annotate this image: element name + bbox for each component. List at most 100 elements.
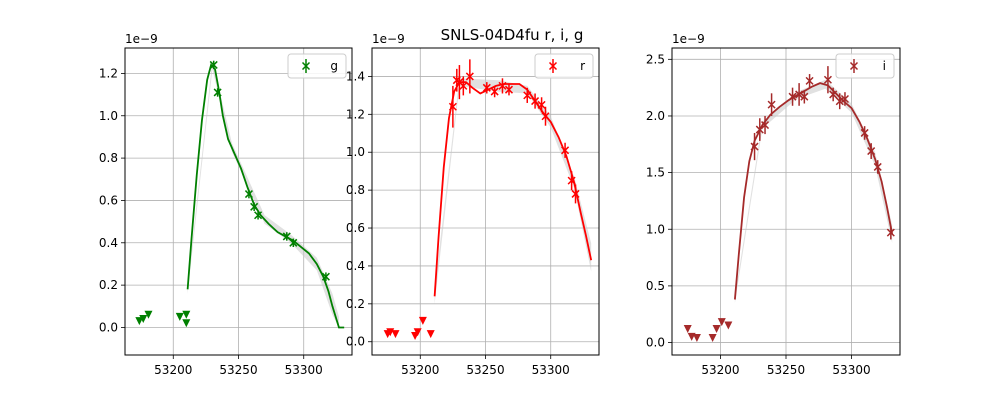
scale-offset-label: 1e−9 [372,32,405,46]
x-marker [561,146,570,155]
legend-label: r [580,59,585,73]
y-tick-label: 0.8 [346,183,365,197]
x-marker [750,142,759,151]
x-tick-label: 53250 [219,363,257,377]
y-tick-label: 0.2 [346,297,365,311]
x-marker [254,211,263,220]
data-point [840,92,849,106]
x-marker [860,128,869,137]
data-point [823,66,832,94]
gridlines [125,48,352,355]
x-tick-label: 53250 [767,363,805,377]
x-tick-label: 53200 [154,363,192,377]
x-marker [465,72,474,81]
x-marker [250,202,259,211]
x-marker [761,121,770,130]
x-marker [282,232,291,241]
x-marker [498,81,507,90]
y-tick-label: 0.4 [346,259,365,273]
y-tick-label: 1.0 [346,145,365,159]
x-marker [800,92,809,101]
data-point [482,82,491,94]
x-tick-label: 53250 [466,363,504,377]
x-marker [886,228,895,237]
legend: i [835,53,895,79]
data-point [788,87,797,106]
legend: r [534,53,594,79]
upper-limit-marker [708,334,717,343]
x-marker [321,272,330,281]
y-tick-label: 2.5 [646,52,665,66]
chart-title: SNLS-04D4fu r, i, g [441,26,584,44]
x-marker [541,112,550,121]
panel-i: 53200 53250 53300 0.0 0.5 1.0 1.5 2.0 2.5 1e−9 i [646,32,901,377]
x-marker [823,75,832,84]
upper-limit-marker [144,310,153,319]
upper-limit-marker [175,312,184,321]
x-tick-label: 53200 [701,363,739,377]
y-tick-label: 0.2 [99,278,118,292]
x-marker [448,102,457,111]
y-tick-label: 0.4 [99,236,118,250]
upper-limit-marker [413,328,422,337]
x-marker [289,238,298,247]
data-point [448,85,457,128]
legend-box [287,53,347,79]
y-tick-label: 0.5 [646,279,665,293]
x-marker [459,81,468,90]
data-point [504,84,514,96]
legend-label: i [883,59,886,73]
panel-g: 53200 53250 53300 0.0 0.2 0.4 0.6 0.8 1.0 1.2 1e−9… [99,32,353,377]
data-point [761,115,770,135]
x-marker [840,94,849,104]
x-tick-label: 53300 [832,363,870,377]
data-point [767,93,776,116]
data-point [321,272,330,281]
data-point [490,85,499,98]
data-point [886,225,895,240]
upper-limit-marker [139,315,148,324]
legend-box [534,53,594,79]
data-point [289,238,298,248]
uncertainty-band [734,79,893,303]
x-marker [835,97,844,106]
data-point [561,142,570,158]
data-point [567,171,576,191]
y-tick-label: 1.0 [99,109,118,123]
gridlines [672,48,900,355]
data-point [250,202,259,212]
y-tick-label: 0.0 [346,335,365,349]
uncertainty-band [187,60,339,328]
data-point [531,93,540,109]
scale-offset-label: 1e−9 [672,32,705,46]
x-marker [531,97,540,106]
upper-limit-marker [182,319,191,328]
x-marker [482,83,491,92]
x-marker [567,176,576,185]
y-tick-label: 1.0 [646,222,665,236]
data-point [209,60,218,70]
upper-limit-marker [391,330,400,339]
upper-limit-marker [724,321,733,330]
y-tick-label: 2.0 [646,109,665,123]
upper-limit-marker [683,324,692,333]
data-point [571,184,580,204]
x-tick-label: 53300 [285,363,323,377]
x-marker [244,190,253,199]
data-point [254,211,263,220]
data-point [867,143,876,160]
upper-limit-marker [182,310,191,319]
data-point [750,132,759,161]
y-tick-label: 1.2 [346,107,365,121]
y-tick-label: 0.8 [99,151,118,165]
uncertainty-band [434,78,592,304]
data-point [829,87,838,102]
data-point [800,89,809,104]
x-marker [537,100,546,109]
upper-limit-marker [712,324,721,333]
data-point [795,83,804,106]
legend-marker [548,61,558,71]
x-marker [829,90,838,99]
data-point [282,232,291,241]
x-marker [805,76,814,85]
